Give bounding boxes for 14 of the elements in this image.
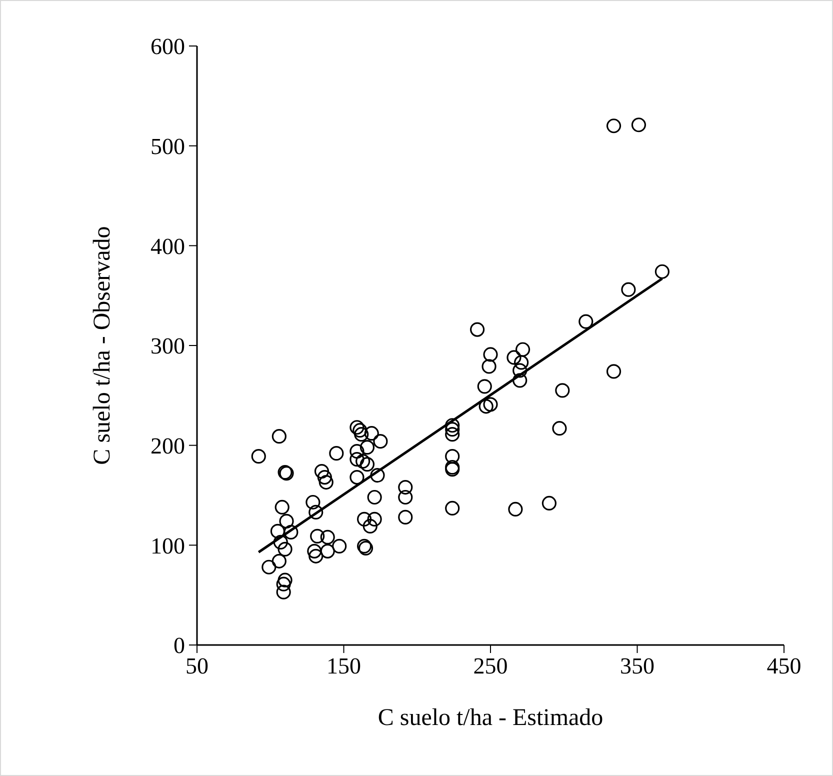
y-tick-label: 100: [150, 533, 185, 558]
y-tick-label: 300: [150, 334, 185, 359]
x-axis-title: C suelo t/ha - Estimado: [378, 705, 604, 731]
y-tick-label: 500: [150, 134, 185, 159]
x-tick-label: 250: [473, 653, 508, 678]
x-tick-label: 450: [766, 653, 802, 678]
y-tick-label: 600: [150, 34, 185, 60]
y-tick-label: 400: [150, 234, 185, 259]
y-axis-title: C suelo t/ha - Observado: [90, 226, 116, 465]
y-tick-label: 200: [150, 434, 185, 458]
x-tick-label: 50: [186, 653, 208, 678]
x-tick-label: 350: [620, 653, 654, 678]
y-tick-label: 0: [174, 633, 185, 658]
x-tick-label: 150: [326, 653, 361, 678]
